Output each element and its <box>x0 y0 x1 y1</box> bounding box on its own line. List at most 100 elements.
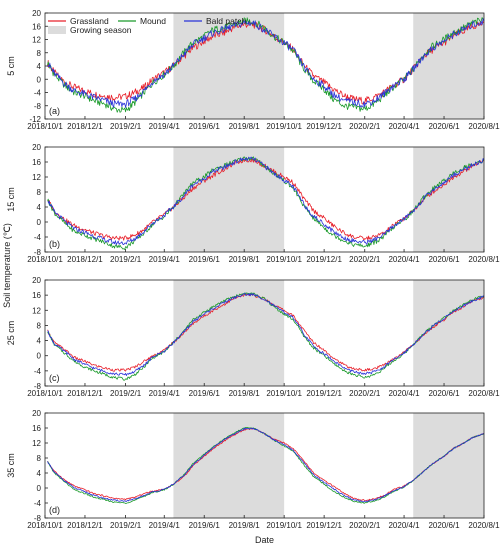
y-tick-label: 16 <box>32 158 41 167</box>
x-tick-label: 2020/2/1 <box>349 255 381 264</box>
y-tick-label: 0 <box>37 484 42 493</box>
x-tick-label: 2019/4/1 <box>149 521 181 530</box>
y-tick-label: 12 <box>32 36 41 45</box>
x-tick-label: 2020/2/1 <box>349 389 381 398</box>
series-line-mound <box>47 156 485 250</box>
x-axis-title: Date <box>255 535 274 545</box>
x-tick-label: 2020/8/1 <box>468 122 500 131</box>
depth-label: 35 cm <box>6 453 16 478</box>
x-tick-label: 2020/4/1 <box>388 122 420 131</box>
y-tick-label: 20 <box>32 409 41 418</box>
growing-season-band <box>173 280 285 386</box>
panel-letter: (a) <box>49 106 60 116</box>
x-tick-label: 2019/6/1 <box>189 389 221 398</box>
plot-frame <box>44 412 485 519</box>
x-tick-label: 2019/4/1 <box>149 255 181 264</box>
x-tick-label: 2019/2/1 <box>110 389 142 398</box>
x-tick-label: 2019/10/1 <box>266 122 302 131</box>
y-tick-label: 12 <box>32 439 41 448</box>
y-tick-label: 4 <box>37 62 42 71</box>
y-tick-label: -4 <box>34 367 42 376</box>
x-tick-label: 2020/2/1 <box>349 122 381 131</box>
legend-label: Bald patch <box>206 16 246 26</box>
x-tick-label: 2018/12/1 <box>67 521 103 530</box>
y-tick-label: 8 <box>37 321 42 330</box>
x-tick-label: 2018/10/1 <box>27 389 63 398</box>
panel-4: -8 -4 0 4 8 12 16 20 2018/10/1 2018/12/1 2019/2/1 2… <box>6 409 500 530</box>
x-tick-label: 2020/8/1 <box>468 521 500 530</box>
x-tick-label: 2019/10/1 <box>266 255 302 264</box>
x-tick-label: 2020/6/1 <box>428 122 460 131</box>
x-tick-label: 2019/6/1 <box>189 122 221 131</box>
y-tick-label: 8 <box>37 188 42 197</box>
legend-swatch-growing-season <box>48 26 66 34</box>
depth-label: 25 cm <box>6 321 16 346</box>
y-tick-label: 0 <box>37 218 42 227</box>
legend-label: Grassland <box>70 16 109 26</box>
x-tick-label: 2019/2/1 <box>110 122 142 131</box>
x-tick-label: 2019/8/1 <box>229 122 261 131</box>
x-tick-label: 2019/4/1 <box>149 389 181 398</box>
y-tick-label: 16 <box>32 291 41 300</box>
growing-season-band <box>413 13 484 119</box>
y-tick-label: 20 <box>32 276 41 285</box>
growing-season-band <box>173 147 285 252</box>
x-tick-label: 2019/6/1 <box>189 521 221 530</box>
x-tick-label: 2018/10/1 <box>27 255 63 264</box>
x-tick-label: 2019/6/1 <box>189 255 221 264</box>
y-tick-label: 0 <box>37 75 42 84</box>
growing-season-band <box>413 147 484 252</box>
x-tick-label: 2019/12/1 <box>306 389 342 398</box>
x-tick-label: 2019/2/1 <box>110 521 142 530</box>
y-tick-label: 8 <box>37 49 42 58</box>
x-tick-label: 2019/10/1 <box>266 389 302 398</box>
y-tick-label: 12 <box>32 173 41 182</box>
depth-label: 5 cm <box>6 56 16 76</box>
x-tick-label: 2019/10/1 <box>266 521 302 530</box>
legend: Grassland Mound Bald patch Growing season <box>48 16 246 35</box>
series-line-mound <box>47 292 485 381</box>
y-tick-label: -4 <box>34 233 42 242</box>
y-tick-label: 12 <box>32 306 41 315</box>
x-tick-label: 2020/4/1 <box>388 521 420 530</box>
y-tick-label: 16 <box>32 22 41 31</box>
y-tick-label: -12 <box>29 115 41 124</box>
x-tick-label: 2019/12/1 <box>306 521 342 530</box>
y-tick-label: 4 <box>37 203 42 212</box>
x-tick-label: 2020/6/1 <box>428 255 460 264</box>
plot-frame <box>44 279 485 387</box>
series-line-bald-patch <box>47 292 485 376</box>
x-tick-label: 2020/6/1 <box>428 521 460 530</box>
y-tick-label: 20 <box>32 143 41 152</box>
y-tick-label: 20 <box>32 9 41 18</box>
x-tick-label: 2018/10/1 <box>27 122 63 131</box>
panel-letter: (d) <box>49 505 60 515</box>
x-tick-label: 2019/8/1 <box>229 389 261 398</box>
growing-season-band <box>173 413 285 518</box>
x-tick-label: 2019/8/1 <box>229 255 261 264</box>
growing-season-band <box>413 413 484 518</box>
legend-label: Mound <box>140 16 166 26</box>
x-tick-label: 2020/8/1 <box>468 255 500 264</box>
y-tick-label: 4 <box>37 337 42 346</box>
x-tick-label: 2018/12/1 <box>67 389 103 398</box>
x-tick-label: 2018/12/1 <box>67 255 103 264</box>
y-tick-label: -8 <box>34 248 42 257</box>
x-tick-label: 2019/12/1 <box>306 122 342 131</box>
x-tick-label: 2018/10/1 <box>27 521 63 530</box>
x-tick-label: 2019/8/1 <box>229 521 261 530</box>
x-tick-label: 2020/8/1 <box>468 389 500 398</box>
series-line-mound <box>47 17 485 113</box>
series-line-grassland <box>47 158 485 241</box>
x-tick-label: 2020/2/1 <box>349 521 381 530</box>
y-tick-label: 0 <box>37 352 42 361</box>
panel-letter: (b) <box>49 239 60 249</box>
y-tick-label: 8 <box>37 454 42 463</box>
y-tick-label: 4 <box>37 469 42 478</box>
legend-label: Growing season <box>70 25 132 35</box>
series-line-bald-patch <box>47 156 485 246</box>
y-tick-label: -8 <box>34 102 42 111</box>
x-tick-label: 2020/4/1 <box>388 255 420 264</box>
y-tick-label: 16 <box>32 424 41 433</box>
